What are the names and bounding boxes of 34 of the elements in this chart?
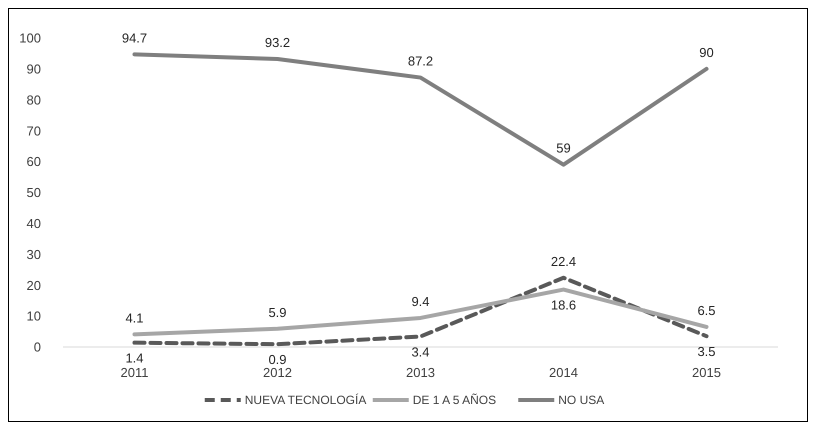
data-label: 5.9 (268, 304, 287, 320)
data-label: 93.2 (264, 35, 290, 50)
data-label: 90 (699, 44, 714, 60)
data-label: 0.9 (268, 352, 287, 368)
y-tick-label: 40 (26, 216, 41, 231)
y-tick-label: 100 (19, 30, 41, 46)
data-label: 94.7 (122, 30, 148, 46)
data-label: 1.4 (125, 350, 144, 366)
x-tick-label: 2014 (549, 365, 578, 380)
data-label: 3.5 (697, 344, 716, 360)
data-label: 59 (556, 140, 571, 156)
x-tick-label: 2012 (263, 365, 292, 380)
y-tick-label: 80 (26, 92, 41, 108)
x-tick-label: 2011 (120, 365, 148, 380)
y-tick-label: 60 (26, 154, 41, 170)
x-tick-label: 2015 (692, 365, 721, 380)
data-label: 4.1 (125, 310, 144, 326)
y-tick-label: 10 (26, 308, 41, 324)
legend-label: NO USA (558, 393, 604, 408)
y-tick-label: 20 (26, 278, 41, 293)
y-tick-label: 50 (26, 185, 41, 200)
data-label: 18.6 (550, 298, 576, 313)
data-label: 9.4 (411, 294, 430, 309)
x-tick-label: 2013 (406, 365, 435, 380)
data-label: 22.4 (550, 254, 576, 269)
data-label: 6.5 (697, 302, 716, 318)
y-tick-label: 30 (26, 246, 41, 262)
y-tick-label: 90 (26, 61, 41, 76)
y-tick-label: 0 (34, 340, 41, 355)
y-tick-label: 70 (26, 123, 41, 138)
legend-label: DE 1 A 5 AÑOS (412, 393, 496, 408)
data-label: 3.4 (411, 344, 430, 360)
data-label: 87.2 (408, 54, 434, 69)
legend-label: NUEVA TECNOLOGÍA (244, 393, 366, 408)
